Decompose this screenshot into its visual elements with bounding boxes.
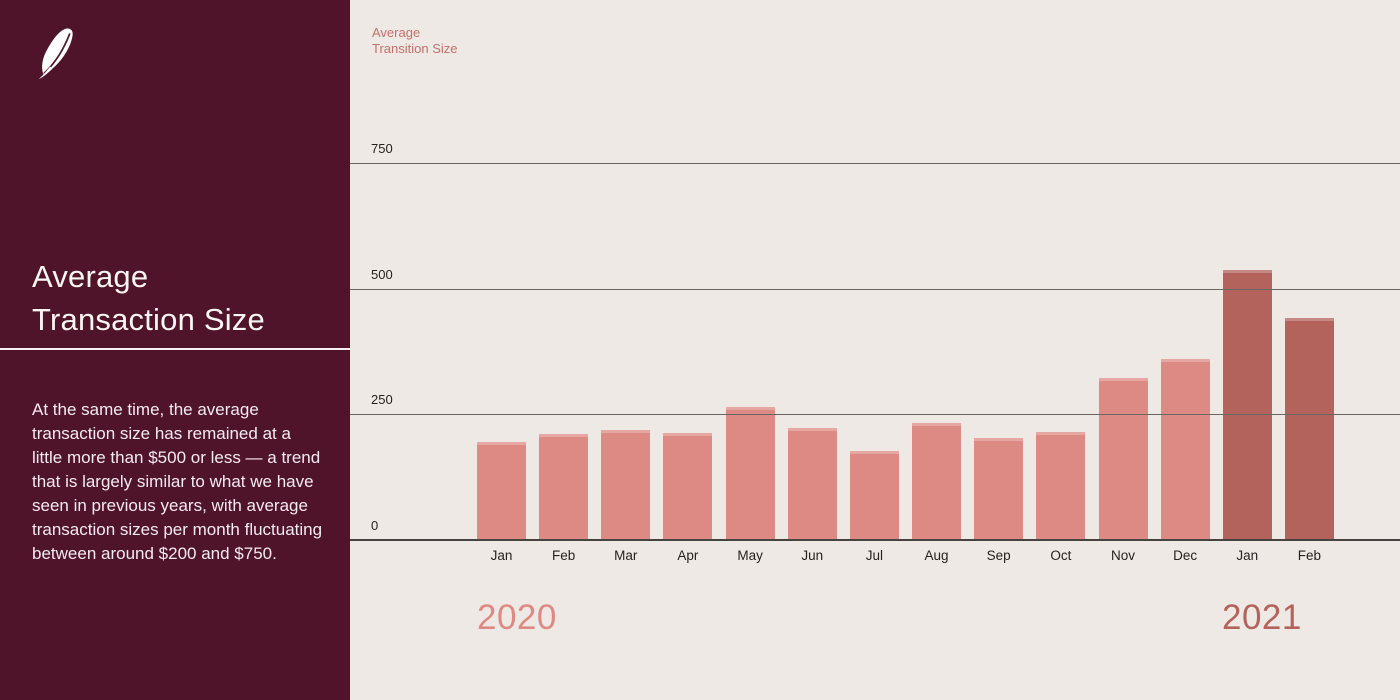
- bar-2021-jan-12: [1222, 269, 1272, 540]
- bar-2020-jan-0: [477, 441, 526, 540]
- description-text: At the same time, the average transactio…: [32, 400, 323, 563]
- axis-baseline: [350, 539, 1400, 541]
- x-tick-label-2020-jun: Jun: [801, 548, 824, 563]
- page-title-line1: Average: [32, 258, 149, 294]
- gridline-500: [350, 288, 1400, 290]
- page-title-line2: Transaction Size: [32, 301, 265, 337]
- x-tick-label-2020-dec: Dec: [1173, 548, 1198, 563]
- chart-axis-title-line2: Transition Size: [372, 41, 458, 56]
- sidebar: Average Transaction Size At the same tim…: [0, 0, 350, 700]
- bar-2020-feb-1: [539, 434, 589, 540]
- x-tick-label-2021-jan: Jan: [1236, 548, 1259, 563]
- gridline-250: [350, 414, 1400, 416]
- x-tick-label-2021-feb: Feb: [1297, 548, 1322, 563]
- bar-2021-feb-13: [1284, 317, 1334, 540]
- y-tick-label-500: 500: [371, 266, 393, 282]
- bar-2020-jul-6: [849, 450, 899, 540]
- gridline-750: [350, 162, 1400, 164]
- year-label-2020: 2020: [477, 598, 557, 637]
- bar-2020-aug-7: [912, 423, 962, 540]
- x-tick-label-2020-apr: Apr: [677, 548, 699, 563]
- bar-2020-jun-5: [787, 428, 837, 540]
- page-title: Average Transaction Size: [32, 255, 332, 341]
- x-tick-label-2020-jan: Jan: [490, 548, 513, 563]
- x-tick-label-2020-may: May: [737, 548, 763, 563]
- sidebar-divider: [0, 348, 350, 350]
- x-tick-label-2020-mar: Mar: [614, 548, 638, 563]
- x-tick-label-2020-oct: Oct: [1050, 548, 1072, 563]
- y-tick-label-0: 0: [371, 518, 379, 533]
- x-tick-label-2020-feb: Feb: [552, 548, 576, 563]
- x-tick-label-2020-nov: Nov: [1110, 548, 1135, 563]
- y-tick-label-250: 250: [371, 392, 393, 408]
- x-tick-label-2020-sep: Sep: [986, 548, 1011, 563]
- bar-2020-oct-9: [1036, 431, 1086, 540]
- bar-2020-apr-3: [663, 433, 713, 540]
- chart-axis-title: Average Transition Size: [372, 25, 458, 57]
- year-label-2021: 2021: [1222, 598, 1302, 637]
- bar-2020-sep-8: [974, 438, 1024, 540]
- y-tick-label-750: 750: [371, 140, 393, 156]
- bar-2020-nov-10: [1098, 378, 1148, 540]
- bar-2020-dec-11: [1160, 358, 1210, 540]
- bar-2020-may-4: [725, 407, 775, 540]
- x-tick-label-2020-aug: Aug: [924, 548, 949, 563]
- x-tick-label-2020-jul: Jul: [865, 548, 884, 563]
- chart-axis-title-line1: Average: [372, 25, 421, 40]
- bar-2020-mar-2: [601, 430, 651, 540]
- robinhood-feather-icon: [34, 28, 74, 80]
